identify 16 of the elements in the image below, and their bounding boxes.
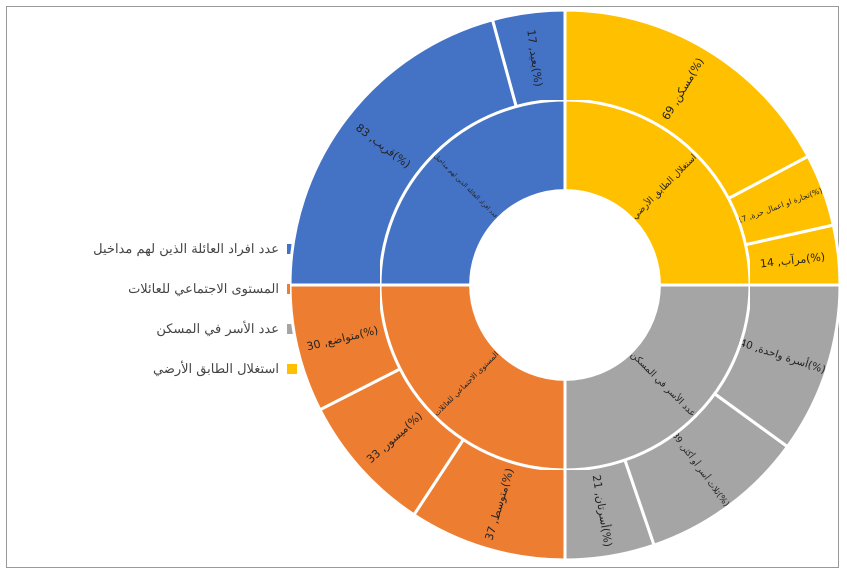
legend-label: استغلال الطابق الأرضي	[152, 362, 279, 376]
slice-label: بعيد, 17(%)	[524, 28, 545, 88]
slice-label: متوسط, 37(%)	[482, 466, 516, 542]
legend-label: عدد الأسر في المسكن	[156, 322, 279, 336]
slice-label: استغلال الطابق الأرضي	[628, 151, 700, 222]
slice-label: مسكن, 69(%)	[659, 55, 707, 122]
legend-label: عدد افراد العائلة الذين لهم مداخيل	[93, 242, 279, 256]
slice-label: أسرتان, 21(%)	[590, 474, 616, 548]
slice-label: قريب, 83(%)	[353, 121, 413, 172]
slice-label: عدد الأسر في المسكن	[628, 348, 699, 420]
legend-label: المستوى الاجتماعي للعائلات	[128, 282, 279, 296]
slice-label: ثلاث أسر أو أكثر, 39(%)	[669, 429, 732, 509]
slice-label: مرآب, 14(%)	[759, 249, 826, 270]
slice-label: متواضع, 30(%)	[305, 324, 380, 354]
slice-label: ميسور, 33(%)	[364, 409, 425, 466]
slice-label: أسرة واحدة, 40(%)	[738, 335, 828, 376]
